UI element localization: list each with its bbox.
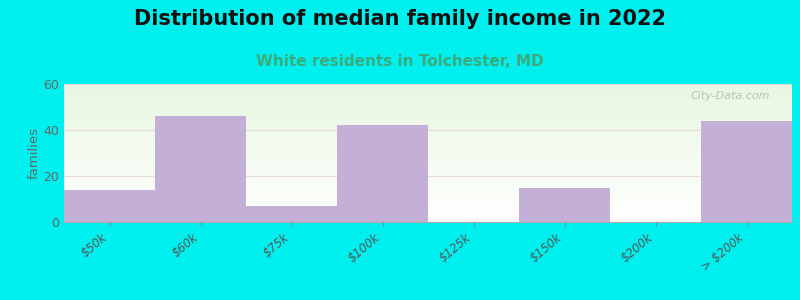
Y-axis label: families: families <box>27 127 41 179</box>
Text: Distribution of median family income in 2022: Distribution of median family income in … <box>134 9 666 29</box>
Bar <box>337 125 428 222</box>
Bar <box>155 116 246 222</box>
Bar <box>701 121 792 222</box>
Text: City-Data.com: City-Data.com <box>690 91 770 101</box>
Bar <box>246 206 337 222</box>
Bar <box>64 190 155 222</box>
Text: White residents in Tolchester, MD: White residents in Tolchester, MD <box>256 54 544 69</box>
Bar <box>519 188 610 222</box>
